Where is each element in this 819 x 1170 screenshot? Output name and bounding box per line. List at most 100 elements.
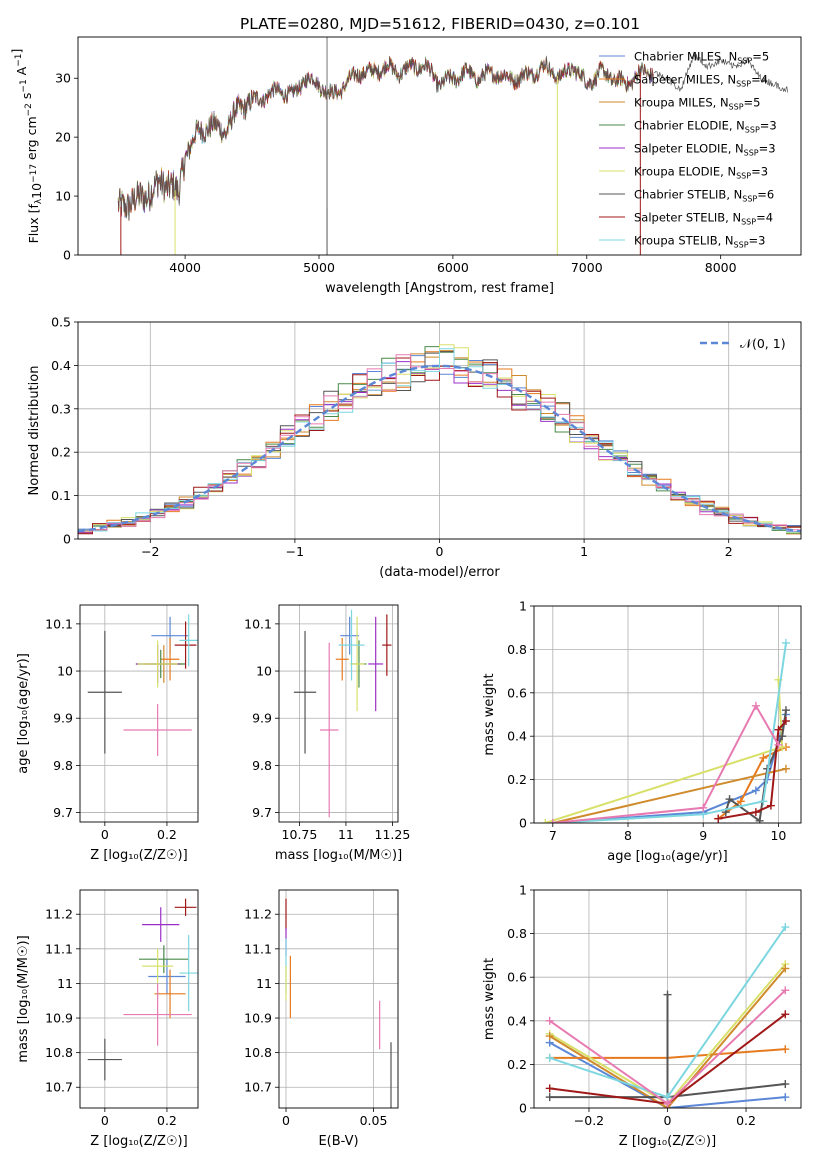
y-tick-label: 11.2 — [45, 907, 73, 922]
legend-entry: Chabrier MILES, NSSP=5 — [634, 50, 769, 66]
x-tick-label: 4000 — [169, 260, 201, 275]
age_vs_Z-plot-area — [87, 614, 198, 756]
errorbar-point — [148, 959, 186, 994]
y-tick-label: 10.9 — [45, 1011, 73, 1026]
spectrum-model-line — [117, 56, 654, 218]
mass_vs_Z-axes: 0 0.2 10.7 10.8 10.9 11 11.1 11.2 Z [log₁₀(Z/Z☉)… — [16, 889, 199, 1149]
mass_vs_ebv-plot-area — [285, 898, 392, 1108]
residual-histogram-panel: −2 −1 0 1 2 0 0.1 0.2 0.3 0.4 0.5 (data-model)/erro… — [27, 315, 802, 580]
weight-marker — [663, 990, 672, 999]
errorbar-point — [338, 609, 365, 681]
y-tick-label: 0.6 — [507, 970, 527, 985]
weight-marker — [778, 732, 787, 741]
weight-marker — [781, 1045, 790, 1054]
age_vs_Z-axes: 0 0.2 9.7 9.8 9.9 10 10.1 Z [log₁₀(Z/Z☉)] age [l… — [16, 604, 199, 863]
errorbar-point — [87, 1038, 122, 1081]
spectrum-legend: Chabrier MILES, NSSP=5 Salpeter MILES, NS… — [599, 50, 777, 250]
errorbar-point — [293, 630, 317, 754]
weight-marker — [725, 795, 734, 804]
x-axis-label: wavelength [Angstrom, rest frame] — [325, 281, 554, 296]
weight-marker — [781, 1010, 790, 1019]
weight-series-line — [549, 994, 786, 1099]
errorbar-point — [340, 616, 359, 655]
spectrum-model-line — [117, 57, 655, 220]
y-axis-label: Normed distribution — [27, 366, 42, 496]
legend-entry: Salpeter STELIB, NSSP=4 — [634, 211, 773, 227]
y-tick-label: 0.8 — [507, 926, 527, 941]
legend-entry: Chabrier STELIB, NSSP=6 — [634, 188, 774, 204]
weight-marker — [781, 1080, 790, 1089]
x-tick-label: 10 — [770, 828, 786, 843]
histogram-series — [78, 357, 801, 535]
y-axis-label-part: erg cm — [24, 116, 39, 164]
x-axis-label: E(B-V) — [318, 1134, 358, 1149]
figure-title: PLATE=0280, MJD=51612, FIBERID=0430, z=0… — [240, 15, 640, 33]
x-tick-label: 0 — [282, 1113, 290, 1128]
weight-marker — [781, 717, 790, 726]
x-tick-label: 0.2 — [157, 827, 177, 842]
y-tick-label: 0.8 — [507, 642, 527, 657]
y-tick-label: 0.4 — [51, 358, 71, 373]
y-tick-label: 10.7 — [244, 1080, 272, 1095]
histogram-series — [78, 354, 801, 532]
weight-marker — [759, 797, 768, 806]
spectrum-model-line — [117, 55, 654, 220]
y-tick-label: 0 — [519, 816, 527, 831]
weight-marker — [545, 1093, 554, 1102]
legend-entry: Salpeter MILES, NSSP=4 — [634, 73, 768, 89]
x-tick-label: 11 — [338, 827, 354, 842]
y-tick-label: 10 — [57, 664, 73, 679]
y-tick-label: 11.1 — [45, 941, 73, 956]
y-tick-label: 0.6 — [507, 685, 527, 700]
errorbar-point — [123, 983, 192, 1046]
y-axis-label: Flux [fλ10−17 erg cm−2 s−1 A−1] — [9, 49, 44, 244]
weight-marker — [751, 786, 760, 795]
errorbar-point — [174, 898, 197, 916]
y-axis-label: mass [log₁₀(M/M☉)] — [16, 935, 31, 1062]
spectrum-axes: 4000 5000 6000 7000 8000 0 10 20 30 wavelength [A… — [9, 36, 802, 296]
mass_vs_Z-grid — [80, 890, 198, 1108]
errorbar-point — [174, 621, 197, 669]
y-tick-label: 11.2 — [244, 907, 272, 922]
legend-entry: Kroupa MILES, NSSP=5 — [634, 96, 760, 112]
axes-frame — [79, 889, 199, 1109]
errorbar-point — [179, 614, 198, 667]
y-axis-label-part: −1 — [19, 79, 29, 92]
y-axis-label-part: −17 — [29, 164, 39, 183]
spectrum-model-line — [117, 56, 654, 221]
y-tick-label: 1 — [519, 883, 527, 898]
weight_vs_age-plot-area — [541, 638, 790, 823]
y-tick-label: 9.7 — [252, 805, 272, 820]
weight-marker — [699, 803, 708, 812]
age_vs_mass-plot-area — [293, 609, 392, 818]
x-tick-label: 10.75 — [282, 827, 318, 842]
x-tick-label: 0 — [664, 1113, 672, 1128]
legend-entry: Kroupa ELODIE, NSSP=3 — [634, 165, 768, 181]
x-tick-label: 0 — [101, 827, 109, 842]
y-tick-label: 9.9 — [252, 711, 272, 726]
y-axis-label: mass weight — [482, 673, 497, 755]
mass-vs-ebv-panel: 0 0.05 10.7 10.8 10.9 11 11.1 11.2 E(B-V) — [244, 889, 399, 1149]
spectrum-extension-line — [653, 51, 788, 93]
y-tick-label: 0.5 — [51, 315, 71, 330]
x-tick-label: 1 — [580, 544, 588, 559]
y-tick-label: 0.4 — [507, 1013, 527, 1028]
y-axis-label-part: λ — [34, 198, 44, 204]
y-tick-label: 9.8 — [252, 758, 272, 773]
weight-vs-age-panel: 7 8 9 10 0 0.2 0.4 0.6 0.8 1 age [log₁₀(age/yr)] ma… — [482, 599, 802, 864]
x-tick-label: −0.2 — [574, 1113, 604, 1128]
weight-marker — [751, 701, 760, 710]
y-tick-label: 11 — [256, 976, 272, 991]
x-axis-label: Z [log₁₀(Z/Z☉)] — [90, 1134, 187, 1149]
weight-marker — [759, 753, 768, 762]
y-tick-label: 10.7 — [45, 1080, 73, 1095]
age-vs-metallicity-panel: 0 0.2 9.7 9.8 9.9 10 10.1 Z [log₁₀(Z/Z☉)] age [l… — [16, 604, 199, 863]
y-tick-label: 1 — [519, 599, 527, 614]
weight-series-line — [549, 967, 787, 1108]
weight-series-line — [544, 679, 784, 823]
x-tick-label: 9 — [699, 828, 707, 843]
x-axis-label: Z [log₁₀(Z/Z☉)] — [90, 848, 187, 863]
axes-frame — [77, 36, 802, 256]
weight-series-line — [724, 710, 787, 823]
mass_vs_ebv-grid — [279, 890, 398, 1108]
